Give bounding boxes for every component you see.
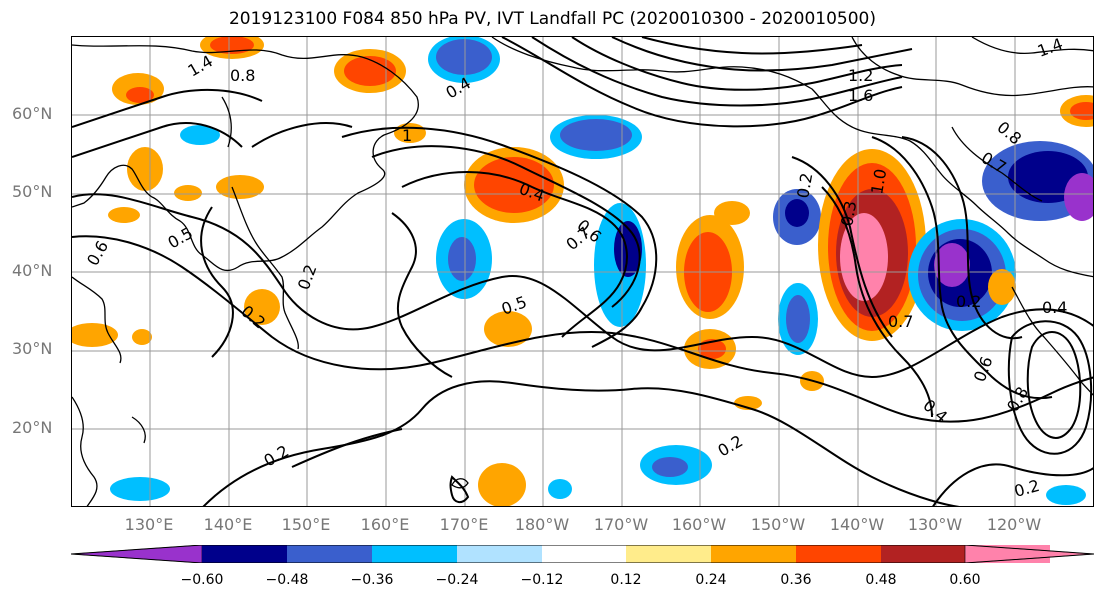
contour-label: 0.2 <box>294 262 321 292</box>
coastlines <box>72 37 1093 506</box>
lon-label: 170°E <box>439 515 489 534</box>
contour-label: 0.3 <box>837 199 860 227</box>
contour-label: 1.4 <box>1035 37 1065 61</box>
lon-label: 150°W <box>750 515 806 534</box>
lon-label: 130°E <box>124 515 174 534</box>
colorbar-tick: 0.12 <box>610 572 642 588</box>
colorbar-swatches <box>70 544 1095 564</box>
contour-label: 0.8 <box>230 66 255 85</box>
lat-label: 40°N <box>12 261 53 280</box>
colorbar-swatch <box>626 545 711 563</box>
contour-label: 0.5 <box>499 292 529 319</box>
colorbar-tick: 0.24 <box>695 572 727 588</box>
pv-shading <box>72 37 1093 506</box>
colorbar-tick: −0.60 <box>180 572 224 588</box>
lon-label: 130°W <box>907 515 963 534</box>
lon-label: 120°W <box>986 515 1042 534</box>
contour-label: 1.0 <box>867 167 890 195</box>
contour-label: 0.2 <box>1012 476 1042 501</box>
lon-label: 160°W <box>671 515 727 534</box>
colorbar-swatch <box>372 545 457 563</box>
contour-label: 1.2 <box>848 66 873 85</box>
colorbar-swatch <box>542 545 626 563</box>
chart-title: 2019123100 F084 850 hPa PV, IVT Landfall… <box>228 9 876 29</box>
lon-label: 140°W <box>829 515 885 534</box>
contour-label: 0.6 <box>83 237 112 269</box>
contour-label: 0.5 <box>165 223 197 252</box>
lon-label: 160°E <box>360 515 410 534</box>
colorbar-swatch <box>287 545 372 563</box>
contour-label: 1 <box>402 126 412 145</box>
contour-label: 0.7 <box>888 312 913 331</box>
contour-label: 0.2 <box>793 171 816 199</box>
colorbar-tick: 0.36 <box>780 572 812 588</box>
colorbar-tick: 0.48 <box>865 572 897 588</box>
contour-label: 1.6 <box>848 86 873 105</box>
contour-label: 0.2 <box>715 431 747 460</box>
colorbar-swatch <box>70 544 203 564</box>
colorbar-swatch <box>457 545 542 563</box>
colorbar-tick: −0.24 <box>435 572 479 588</box>
colorbar-swatch <box>796 545 881 563</box>
colorbar-tick: −0.12 <box>520 572 564 588</box>
map-gridlines <box>72 37 1093 506</box>
contour-label: 0.2 <box>956 292 981 311</box>
colorbar-swatch <box>711 545 796 563</box>
lon-label: 180°W <box>514 515 570 534</box>
lat-label: 20°N <box>12 418 53 437</box>
colorbar-tick: −0.36 <box>350 572 394 588</box>
pv-contours <box>72 37 1093 506</box>
colorbar <box>70 544 1095 564</box>
lon-label: 140°E <box>203 515 253 534</box>
colorbar-swatch <box>881 545 965 563</box>
lon-label: 150°E <box>281 515 331 534</box>
contour-label: 0.4 <box>1042 298 1067 317</box>
lat-label: 30°N <box>12 339 53 358</box>
map-panel: 1.4 0.8 0.4 1 0.5 0.6 0.2 0.2 0.4 0.6 0.… <box>71 36 1094 507</box>
contour-label: 0.2 <box>261 441 293 470</box>
colorbar-tick: 0.60 <box>949 572 981 588</box>
lon-label: 170°W <box>593 515 649 534</box>
lat-label: 50°N <box>12 182 53 201</box>
colorbar-tick: −0.48 <box>265 572 309 588</box>
lat-label: 60°N <box>12 104 53 123</box>
colorbar-swatch <box>202 545 287 563</box>
